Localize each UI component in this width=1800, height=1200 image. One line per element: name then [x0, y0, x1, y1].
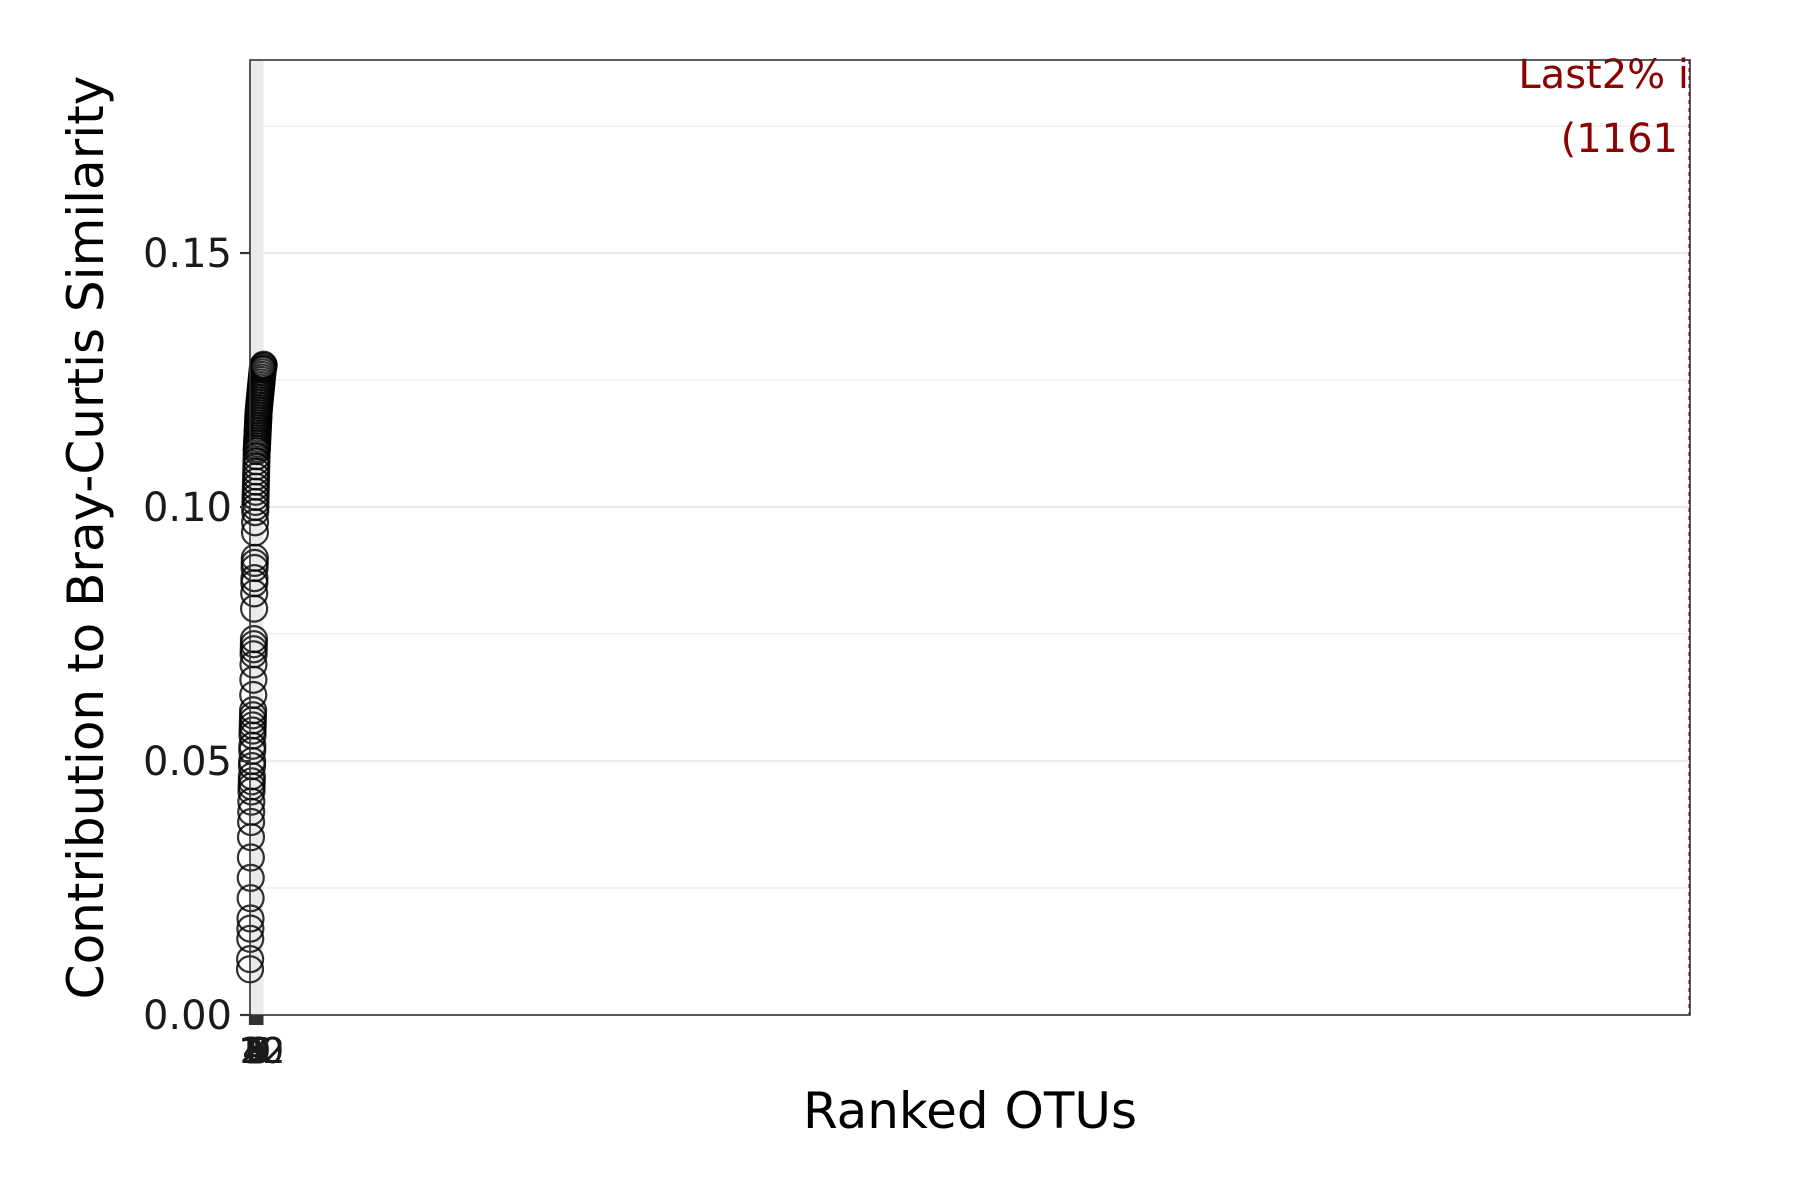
data-point: [239, 696, 268, 725]
y-tick-label: 0.10: [143, 485, 232, 531]
x-tick-label: 7: [246, 1031, 269, 1072]
x-axis-title: Ranked OTUs: [803, 1082, 1137, 1140]
y-axis-title: Contribution to Bray-Curtis Similarity: [57, 76, 115, 1000]
data-point: [239, 624, 269, 654]
data-point: [239, 680, 268, 710]
panel-border: [249, 59, 1691, 1016]
grid-layer: [248, 60, 1690, 1017]
x-tick-label: 5: [244, 1031, 267, 1072]
data-point: [236, 843, 265, 872]
y-tick-label: 0.15: [143, 231, 232, 277]
data-point: [240, 564, 269, 593]
x-tick-label: 3: [241, 1031, 264, 1072]
x-tick-label: 12: [240, 1031, 286, 1072]
y-axis: 0.00 0.05 0.10 0.15: [143, 231, 250, 1039]
y-tick-label: 0.05: [143, 739, 232, 785]
x-tick-label: 2: [240, 1031, 263, 1072]
y-tick-label: 0.00: [143, 993, 232, 1039]
x-tick-label: 9: [248, 1031, 271, 1072]
annotation-text-line2: (1161: [1561, 116, 1678, 162]
x-tick-label: 4: [242, 1031, 265, 1072]
data-point: [237, 807, 266, 837]
x-tick-label: 10: [238, 1031, 284, 1072]
x-tick-label: 8: [247, 1031, 270, 1072]
x-tick-label: 6: [245, 1031, 268, 1072]
annotation-text-line1: Last2% i: [1518, 52, 1689, 98]
x-tick-label: 1: [239, 1031, 262, 1072]
